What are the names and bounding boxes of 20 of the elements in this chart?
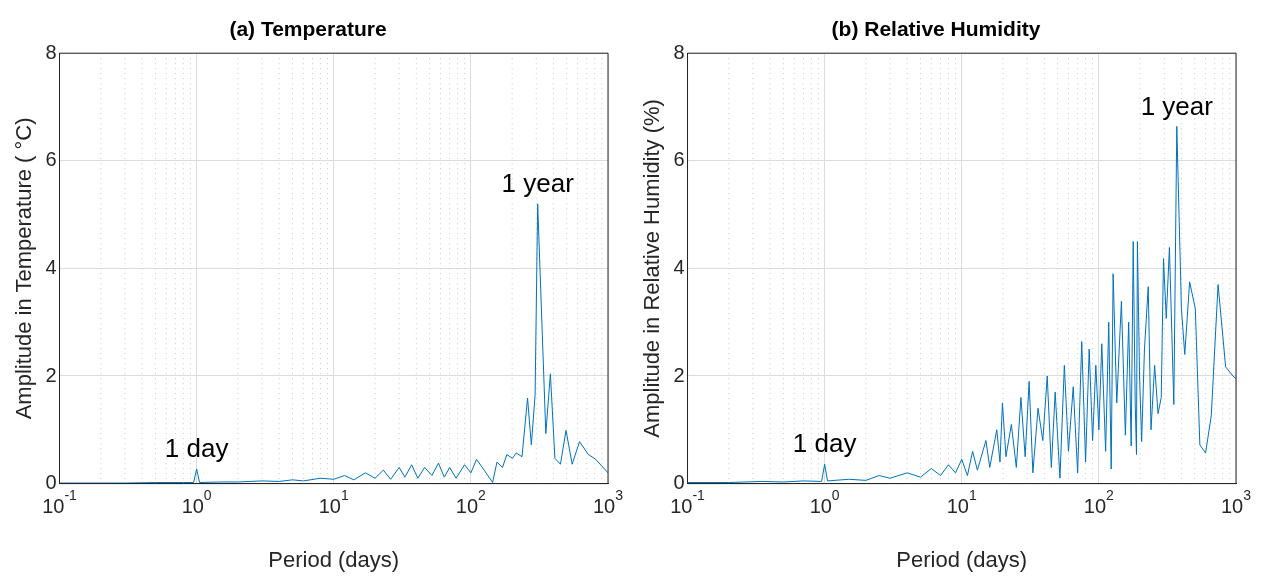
y-tick-label: 8 — [673, 40, 685, 63]
y-tick-label: 2 — [673, 363, 685, 386]
y-axis-title: Amplitude in Relative Humidity (%) — [639, 99, 665, 438]
y-tick-label: 2 — [45, 363, 57, 386]
chart-title: (b) Relative Humidity — [831, 17, 1041, 41]
x-axis-title: Period (days) — [268, 546, 400, 572]
x-axis-title: Period (days) — [896, 546, 1028, 572]
annotation: 1 year — [1140, 90, 1214, 121]
annotation: 1 day — [164, 433, 229, 464]
y-tick-label: 6 — [673, 148, 685, 171]
y-tick-label: 8 — [45, 40, 57, 63]
annotation: 1 day — [792, 428, 857, 459]
y-tick-label: 4 — [673, 255, 685, 278]
y-tick-label: 0 — [45, 471, 57, 494]
annotation: 1 year — [501, 168, 575, 199]
y-tick-label: 6 — [45, 148, 57, 171]
y-tick-label: 4 — [45, 255, 57, 278]
y-axis-title: Amplitude in Temperature ( °C) — [11, 117, 37, 420]
y-tick-label: 0 — [673, 471, 685, 494]
chart-title: (a) Temperature — [229, 17, 387, 41]
